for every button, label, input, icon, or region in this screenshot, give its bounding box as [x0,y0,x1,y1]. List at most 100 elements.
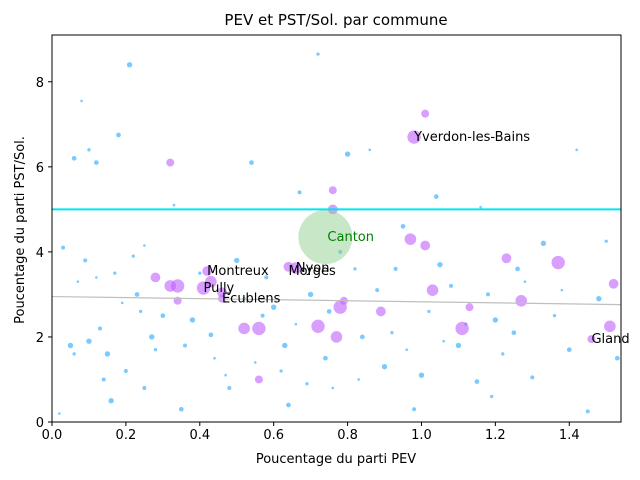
data-point [178,406,184,412]
x-tick-label: 0.6 [263,428,284,443]
data-point [490,394,494,399]
data-point [58,412,61,415]
data-point [449,283,454,288]
data-point [418,372,425,378]
data-point-large [608,278,619,289]
annotation-label: Nyon [296,261,330,276]
data-point [360,334,365,340]
y-tick-label: 8 [36,76,44,91]
data-point-large [217,287,227,298]
y-tick-label: 0 [36,416,44,431]
data-point [294,322,298,326]
data-point [139,309,143,314]
data-point [183,343,188,348]
data-point [104,351,111,357]
data-point [72,352,76,356]
data-point-large [330,331,343,343]
data-point [492,317,499,323]
data-point-large [290,262,302,274]
data-point [305,382,309,386]
data-point [566,347,572,353]
data-point-large [202,266,213,276]
data-point [501,352,505,356]
data-point [87,148,91,152]
x-tick-label: 0.0 [42,428,63,443]
data-point [282,342,288,349]
data-point [585,409,590,414]
x-tick-label: 0.8 [337,428,358,443]
data-point [101,377,106,382]
annotation-label: Ecublens [222,292,281,307]
data-point-large [196,281,211,295]
y-tick-label: 2 [36,331,44,346]
data-point [353,267,357,271]
data-point-large [170,279,185,293]
data-point [297,190,302,195]
data-point [375,288,380,293]
plot-frame [51,34,622,423]
data-point [76,280,80,283]
data-point [131,254,135,258]
data-point [523,280,527,283]
data-point [198,271,202,275]
data-point [540,240,547,247]
annotation-label: Yverdon-les-Bains [413,130,530,145]
data-point [560,288,564,292]
data-point [575,148,578,152]
data-point [160,313,166,319]
data-point [86,338,92,344]
small-points-layer [58,52,620,415]
data-point [143,244,146,247]
data-point [253,361,257,364]
y-axis-ticks: 0 2 4 6 8 [36,76,52,431]
data-point-large [587,335,596,344]
large-points-layer [150,109,619,384]
data-point [326,309,332,314]
data-point [381,364,388,370]
data-point [189,317,196,323]
trend-line [51,295,622,306]
data-point [108,398,114,404]
x-tick-label: 1.0 [411,428,432,443]
data-point-large [421,109,430,118]
data-point [126,62,133,68]
data-point [270,304,277,310]
data-point-large [375,306,386,317]
annotation-label: Montreux [207,264,269,279]
data-point [260,313,265,318]
canton-point [298,210,353,265]
data-point [331,386,335,390]
x-axis-title: Poucentage du parti PEV [256,452,416,467]
data-point [234,257,240,264]
data-point-large [515,294,528,307]
data-point-large [407,130,421,144]
data-point [208,332,214,338]
x-tick-label: 0.2 [116,428,137,443]
data-point [227,385,232,390]
data-point [400,224,406,229]
annotation-label: Pully [203,281,234,296]
data-point [120,301,124,305]
data-point-large [252,321,266,336]
data-point-large [420,240,431,251]
data-point-large [551,255,565,270]
data-point [596,295,602,302]
data-point [437,261,443,268]
data-point [213,356,216,360]
data-point-large [501,253,512,264]
data-point-large [426,284,439,296]
x-tick-label: 1.4 [559,428,580,443]
x-tick-label: 1.2 [485,428,506,443]
data-point [264,275,269,280]
data-point [412,407,417,412]
data-point-large [455,321,469,336]
data-point-large [328,186,337,195]
data-point [511,330,517,336]
annotation-label: Gland [591,332,629,347]
data-point [405,348,409,352]
data-point [67,342,74,349]
data-point-large [465,303,474,312]
